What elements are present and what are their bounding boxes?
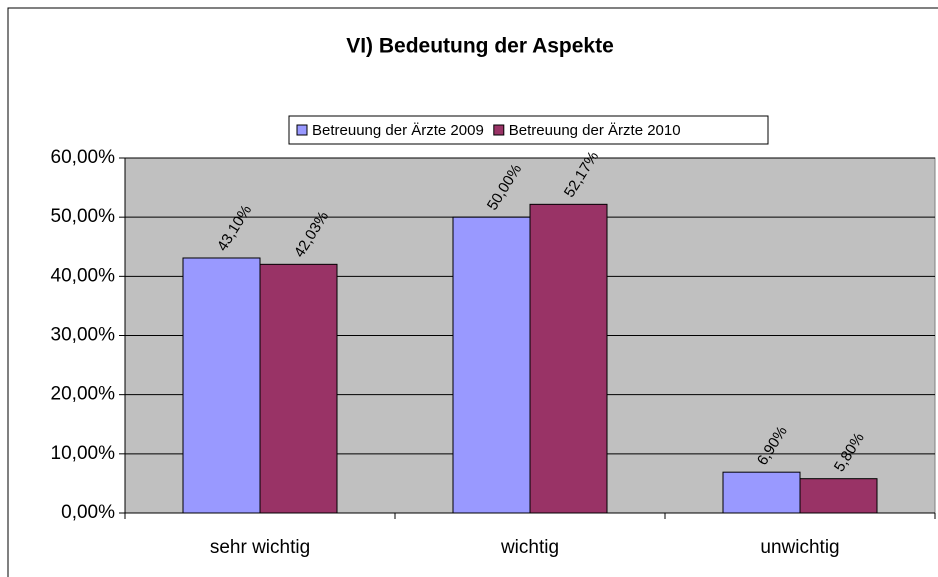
bar xyxy=(722,471,801,514)
y-tick-label: 20,00% xyxy=(51,384,116,405)
legend-box xyxy=(288,115,769,145)
y-tick-label: 50,00% xyxy=(51,206,116,227)
bar xyxy=(452,216,531,514)
y-tick-label: 40,00% xyxy=(51,265,116,286)
x-tick-label: unwichtig xyxy=(760,537,839,558)
bar xyxy=(799,478,878,514)
bar xyxy=(529,203,608,514)
legend-swatch xyxy=(493,124,505,136)
chart-title: VI) Bedeutung der Aspekte xyxy=(346,35,614,58)
legend-label: Betreuung der Ärzte 2009 xyxy=(312,122,484,139)
legend-swatch xyxy=(296,124,308,136)
x-tick-label: sehr wichtig xyxy=(210,537,310,558)
y-tick-label: 30,00% xyxy=(51,325,116,346)
legend-label: Betreuung der Ärzte 2010 xyxy=(509,122,681,139)
y-tick-label: 0,00% xyxy=(61,502,115,523)
y-tick-label: 10,00% xyxy=(51,443,116,464)
y-tick-label: 60,00% xyxy=(51,147,116,168)
x-tick-label: wichtig xyxy=(500,537,559,558)
bar xyxy=(182,257,261,514)
bar xyxy=(259,263,338,514)
